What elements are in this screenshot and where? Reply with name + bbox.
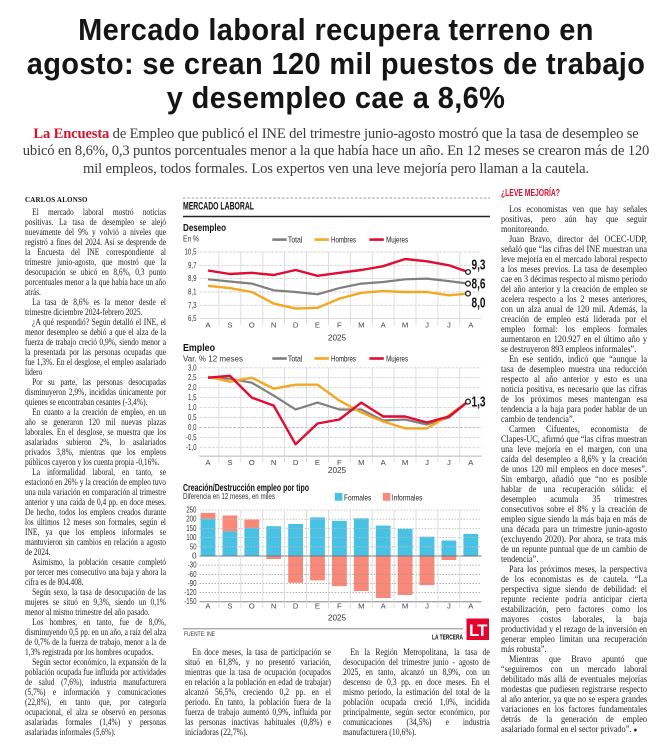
svg-text:M: M [358, 321, 364, 330]
svg-text:9,3: 9,3 [472, 258, 486, 274]
svg-text:E: E [315, 602, 320, 611]
svg-text:O: O [249, 602, 255, 611]
svg-text:N: N [271, 602, 277, 611]
svg-text:-1,0: -1,0 [186, 443, 197, 452]
svg-text:LA TERCERA: LA TERCERA [432, 633, 463, 642]
svg-text:Empleo: Empleo [183, 343, 215, 354]
svg-text:S: S [227, 458, 232, 467]
svg-text:M: M [402, 458, 408, 467]
svg-text:LT: LT [469, 621, 488, 640]
svg-text:100: 100 [186, 533, 197, 542]
svg-text:9,7: 9,7 [188, 261, 197, 270]
svg-text:S: S [227, 321, 232, 330]
svg-text:J: J [425, 458, 429, 467]
svg-text:Formales: Formales [344, 493, 371, 503]
svg-text:2,5: 2,5 [188, 373, 197, 382]
svg-text:8,0: 8,0 [472, 296, 486, 312]
svg-text:A: A [381, 321, 387, 330]
svg-text:Var. % 12 meses: Var. % 12 meses [183, 355, 243, 364]
svg-text:E: E [315, 321, 320, 330]
svg-text:-60: -60 [188, 570, 197, 579]
svg-text:N: N [271, 321, 277, 330]
svg-text:2025: 2025 [328, 614, 347, 623]
svg-text:50: 50 [190, 542, 197, 551]
svg-text:A: A [205, 602, 211, 611]
svg-text:M: M [402, 602, 408, 611]
svg-text:8,9: 8,9 [188, 274, 197, 283]
svg-text:J: J [425, 602, 429, 611]
svg-text:M: M [358, 458, 364, 467]
svg-text:0,0: 0,0 [188, 423, 197, 432]
svg-text:10,5: 10,5 [185, 248, 197, 257]
svg-text:0,5: 0,5 [188, 413, 197, 422]
svg-text:A: A [468, 602, 474, 611]
svg-text:FUENTE: INE: FUENTE: INE [184, 631, 215, 638]
svg-text:A: A [468, 321, 474, 330]
svg-text:8,1: 8,1 [188, 288, 197, 297]
svg-text:MERCADO LABORAL: MERCADO LABORAL [183, 201, 254, 213]
svg-text:J: J [425, 321, 429, 330]
svg-text:-0,5: -0,5 [186, 433, 197, 442]
svg-text:7,3: 7,3 [188, 301, 197, 310]
svg-text:Total: Total [288, 234, 303, 244]
svg-text:D: D [293, 458, 299, 467]
svg-text:Diferencia en 12 meses, en mil: Diferencia en 12 meses, en miles [183, 492, 275, 501]
svg-text:J: J [447, 321, 451, 330]
svg-text:1,5: 1,5 [188, 393, 197, 402]
svg-text:A: A [468, 458, 474, 467]
svg-text:A: A [205, 458, 211, 467]
svg-text:M: M [358, 602, 364, 611]
svg-text:D: D [293, 321, 299, 330]
svg-text:Total: Total [288, 353, 303, 363]
svg-text:E: E [315, 458, 320, 467]
svg-text:Mujeres: Mujeres [386, 234, 408, 244]
svg-text:0: 0 [192, 552, 197, 561]
svg-text:1,0: 1,0 [188, 403, 197, 412]
svg-text:Desempleo: Desempleo [183, 223, 226, 234]
svg-text:Creación/Destrucción empleo po: Creación/Destrucción empleo por tipo [183, 483, 309, 494]
svg-text:F: F [337, 602, 342, 611]
svg-text:-120: -120 [184, 588, 197, 597]
svg-text:O: O [249, 458, 255, 467]
svg-text:A: A [205, 321, 211, 330]
svg-text:S: S [227, 602, 232, 611]
svg-text:O: O [249, 321, 255, 330]
svg-text:Hombres: Hombres [331, 234, 356, 244]
svg-text:Informales: Informales [392, 493, 423, 503]
svg-text:3,0: 3,0 [188, 363, 197, 372]
svg-text:D: D [293, 602, 299, 611]
svg-text:1,3: 1,3 [472, 395, 486, 411]
svg-text:2025: 2025 [328, 466, 347, 475]
svg-text:F: F [337, 458, 342, 467]
svg-text:6,5: 6,5 [188, 314, 197, 323]
svg-text:A: A [381, 602, 387, 611]
svg-text:Mujeres: Mujeres [386, 353, 408, 363]
svg-text:Hombres: Hombres [331, 353, 356, 363]
svg-text:En %: En % [183, 235, 199, 244]
svg-text:8,6: 8,6 [472, 277, 486, 293]
svg-text:J: J [447, 602, 451, 611]
svg-text:2,0: 2,0 [188, 383, 197, 392]
svg-text:200: 200 [186, 515, 197, 524]
svg-text:A: A [381, 458, 387, 467]
svg-text:-150: -150 [184, 597, 197, 606]
svg-text:150: 150 [186, 524, 197, 533]
svg-text:J: J [447, 458, 451, 467]
svg-text:250: 250 [186, 506, 197, 515]
svg-text:M: M [402, 321, 408, 330]
svg-text:-90: -90 [188, 579, 197, 588]
svg-text:-30: -30 [188, 561, 197, 570]
svg-text:N: N [271, 458, 277, 467]
svg-text:F: F [337, 321, 342, 330]
svg-text:2025: 2025 [328, 334, 347, 343]
